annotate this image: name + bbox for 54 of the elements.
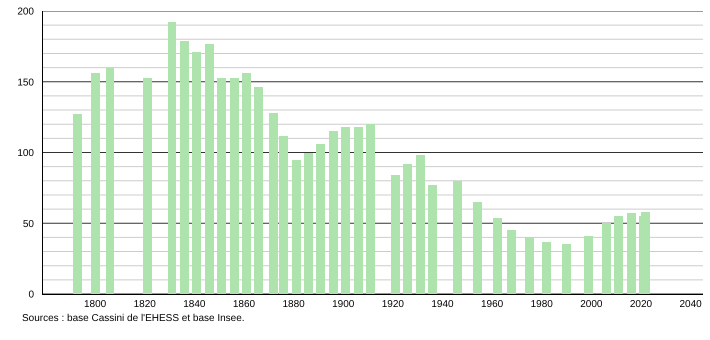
bar: [341, 127, 350, 294]
bar: [493, 218, 502, 294]
x-tick-label: 1900: [332, 299, 355, 310]
bar: [428, 185, 437, 294]
x-tick-label: 1960: [480, 299, 504, 310]
bar: [354, 127, 363, 294]
bar: [453, 181, 462, 294]
x-tick-label: 1820: [134, 299, 156, 310]
bar: [507, 230, 516, 294]
bar: [329, 131, 338, 294]
y-tick-label: 50: [22, 218, 34, 230]
bar: [242, 73, 251, 294]
y-tick-label: 100: [17, 148, 34, 159]
bar: [106, 68, 114, 294]
bar: [366, 124, 375, 294]
x-tick-label: 1940: [431, 299, 454, 310]
bar: [602, 223, 611, 294]
source-note: Sources : base Cassini de l'EHESS et base Insee.: [22, 313, 245, 324]
y-tick-label: 150: [17, 77, 34, 88]
x-tick-label: 1920: [382, 299, 404, 310]
x-tick-label: 1980: [530, 299, 554, 310]
bar: [205, 44, 214, 294]
x-tick-label: 2040: [679, 299, 702, 310]
bar: [641, 212, 650, 294]
bar: [562, 244, 571, 294]
bar: [316, 144, 325, 294]
x-tick-label: 1800: [84, 299, 107, 310]
bar: [542, 242, 551, 294]
bar: [73, 114, 82, 294]
bar: [143, 78, 152, 294]
bar: [292, 160, 301, 294]
x-tick-label: 2000: [580, 299, 603, 310]
bar: [304, 153, 313, 294]
bar: [614, 216, 623, 294]
bar: [217, 78, 226, 294]
bar: [391, 175, 400, 294]
bar: [230, 78, 239, 294]
bar: [254, 87, 263, 294]
x-tick-label: 2020: [630, 299, 653, 310]
bar: [473, 202, 482, 294]
bar: [168, 22, 176, 294]
bar: [192, 52, 201, 294]
x-tick-label: 1860: [232, 299, 256, 310]
bar: [525, 237, 534, 294]
x-tick-label: 1880: [282, 299, 306, 310]
bar: [180, 41, 189, 294]
y-tick-label: 200: [17, 6, 34, 18]
bar: [403, 164, 412, 294]
bar: [627, 213, 636, 294]
x-tick-label: 1840: [183, 299, 206, 310]
bar: [584, 236, 593, 294]
bar: [416, 155, 425, 294]
bar: [91, 73, 100, 294]
y-tick-label: 0: [28, 290, 34, 300]
